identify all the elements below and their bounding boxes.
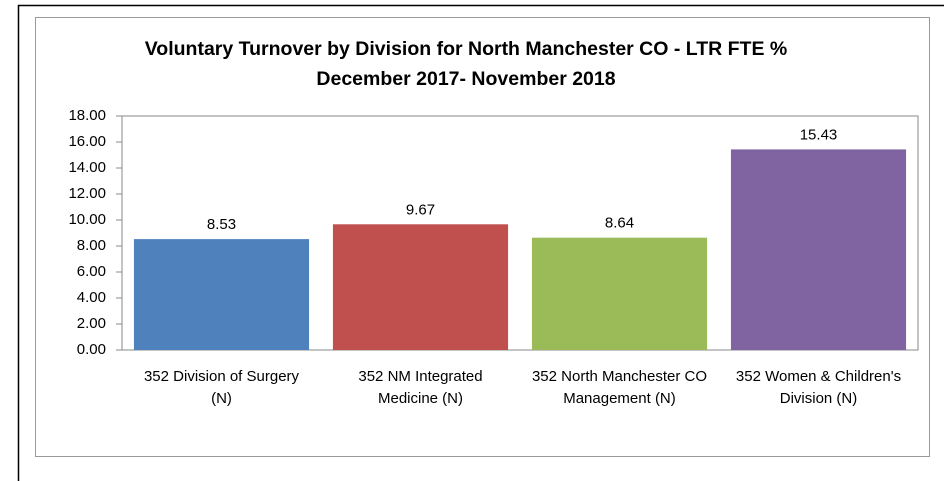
data-label: 8.53 <box>207 216 236 233</box>
y-tick-label: 14.00 <box>68 159 106 176</box>
y-tick-label: 16.00 <box>68 133 106 150</box>
y-tick-label: 6.00 <box>77 263 106 280</box>
x-tick-label: 352 NM Integrated Medicine (N) <box>358 368 483 407</box>
data-label: 8.64 <box>605 215 634 232</box>
outer-border <box>17 4 944 481</box>
data-label: 9.67 <box>406 201 435 218</box>
y-tick-label: 2.00 <box>77 315 106 332</box>
y-tick-label: 0.00 <box>77 341 106 358</box>
y-tick-label: 8.00 <box>77 237 106 254</box>
bar <box>730 149 907 350</box>
x-tick-label: 352 Women & Children's Division (N) <box>735 368 902 407</box>
y-tick-label: 4.00 <box>77 289 106 306</box>
x-tick-label: 352 Division of Surgery (N) <box>143 368 300 407</box>
chart-border <box>35 17 930 457</box>
y-tick-label: 12.00 <box>68 185 106 202</box>
bar <box>332 224 509 350</box>
chart-title: Voluntary Turnover by Division for North… <box>144 38 788 90</box>
x-tick-label: 352 North Manchester CO Management (N) <box>531 368 708 407</box>
y-tick-label: 10.00 <box>68 211 106 228</box>
plot-frame <box>121 115 919 351</box>
y-tick-label: 18.00 <box>68 107 106 124</box>
bar <box>133 239 310 350</box>
data-label: 15.43 <box>800 126 838 143</box>
bar <box>531 237 708 350</box>
